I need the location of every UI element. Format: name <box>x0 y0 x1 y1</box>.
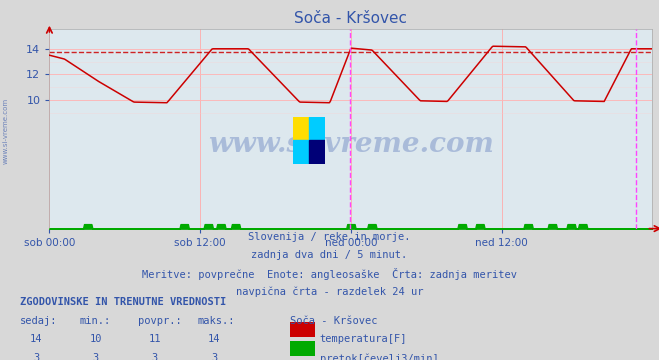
Text: 11: 11 <box>149 334 161 345</box>
Text: Meritve: povprečne  Enote: angleosaške  Črta: zadnja meritev: Meritve: povprečne Enote: angleosaške Čr… <box>142 268 517 280</box>
Bar <box>309 140 325 164</box>
Text: 3: 3 <box>92 353 99 360</box>
Bar <box>293 140 309 164</box>
Title: Soča - Kršovec: Soča - Kršovec <box>295 11 407 26</box>
Text: www.si-vreme.com: www.si-vreme.com <box>208 131 494 158</box>
Text: povpr.:: povpr.: <box>138 316 182 326</box>
Bar <box>293 117 309 140</box>
Text: sedaj:: sedaj: <box>20 316 57 326</box>
Text: min.:: min.: <box>79 316 110 326</box>
Text: temperatura[F]: temperatura[F] <box>320 334 407 345</box>
Text: Slovenija / reke in morje.: Slovenija / reke in morje. <box>248 232 411 242</box>
Text: pretok[čevelj3/min]: pretok[čevelj3/min] <box>320 353 438 360</box>
Text: 3: 3 <box>152 353 158 360</box>
Text: zadnja dva dni / 5 minut.: zadnja dva dni / 5 minut. <box>251 250 408 260</box>
Text: 14: 14 <box>30 334 42 345</box>
Text: 3: 3 <box>33 353 40 360</box>
Text: navpična črta - razdelek 24 ur: navpična črta - razdelek 24 ur <box>236 286 423 297</box>
Text: 3: 3 <box>211 353 217 360</box>
Text: 10: 10 <box>90 334 101 345</box>
Text: ZGODOVINSKE IN TRENUTNE VREDNOSTI: ZGODOVINSKE IN TRENUTNE VREDNOSTI <box>20 297 226 307</box>
Bar <box>309 117 325 140</box>
Text: Soča - Kršovec: Soča - Kršovec <box>290 316 378 326</box>
Text: www.si-vreme.com: www.si-vreme.com <box>2 98 9 165</box>
Text: maks.:: maks.: <box>198 316 235 326</box>
Text: 14: 14 <box>208 334 220 345</box>
